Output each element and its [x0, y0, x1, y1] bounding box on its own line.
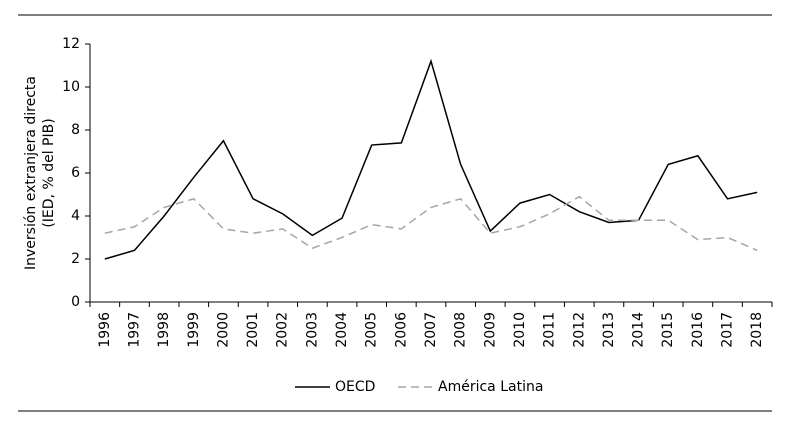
- x-tick-label: 1999: [186, 312, 202, 348]
- x-tick-label: 2014: [631, 312, 647, 348]
- x-tick-label: 2009: [482, 312, 498, 348]
- y-tick-label: 6: [71, 165, 80, 181]
- x-tick-label: 2015: [660, 312, 676, 348]
- x-tick-label: 2005: [364, 312, 380, 348]
- x-tick-label: 2004: [334, 312, 350, 348]
- y-tick-label: 4: [71, 208, 80, 224]
- x-tick-label: 2018: [749, 312, 765, 348]
- x-tick-label: 2017: [720, 312, 736, 348]
- y-tick-label: 0: [71, 294, 80, 310]
- x-tick-label: 1997: [126, 312, 142, 348]
- y-tick-label: 12: [62, 36, 80, 52]
- y-tick-label: 10: [62, 79, 80, 95]
- legend-label: OECD: [335, 379, 375, 395]
- x-tick-label: 2011: [542, 312, 558, 348]
- x-tick-label: 2002: [275, 312, 291, 348]
- series-line: [104, 195, 758, 252]
- legend-label: América Latina: [438, 379, 543, 395]
- y-axis-label: Inversión extranjera directa: [23, 76, 39, 270]
- x-tick-label: 2013: [601, 312, 617, 348]
- x-tick-label: 2000: [215, 312, 231, 348]
- x-tick-label: 1998: [156, 312, 172, 348]
- x-tick-label: 2006: [393, 312, 409, 348]
- x-tick-label: 2001: [245, 312, 261, 348]
- y-tick-label: 2: [71, 251, 80, 267]
- series-line: [104, 58, 758, 260]
- x-tick-label: 1996: [97, 312, 113, 348]
- x-tick-label: 2012: [571, 312, 587, 348]
- x-tick-label: 2003: [304, 312, 320, 348]
- y-tick-label: 8: [71, 122, 80, 138]
- x-tick-label: 2008: [453, 312, 469, 348]
- y-axis-label: (IED, % del PIB): [41, 118, 57, 227]
- x-tick-label: 2010: [512, 312, 528, 348]
- x-tick-label: 2007: [423, 312, 439, 348]
- x-tick-label: 2016: [690, 312, 706, 348]
